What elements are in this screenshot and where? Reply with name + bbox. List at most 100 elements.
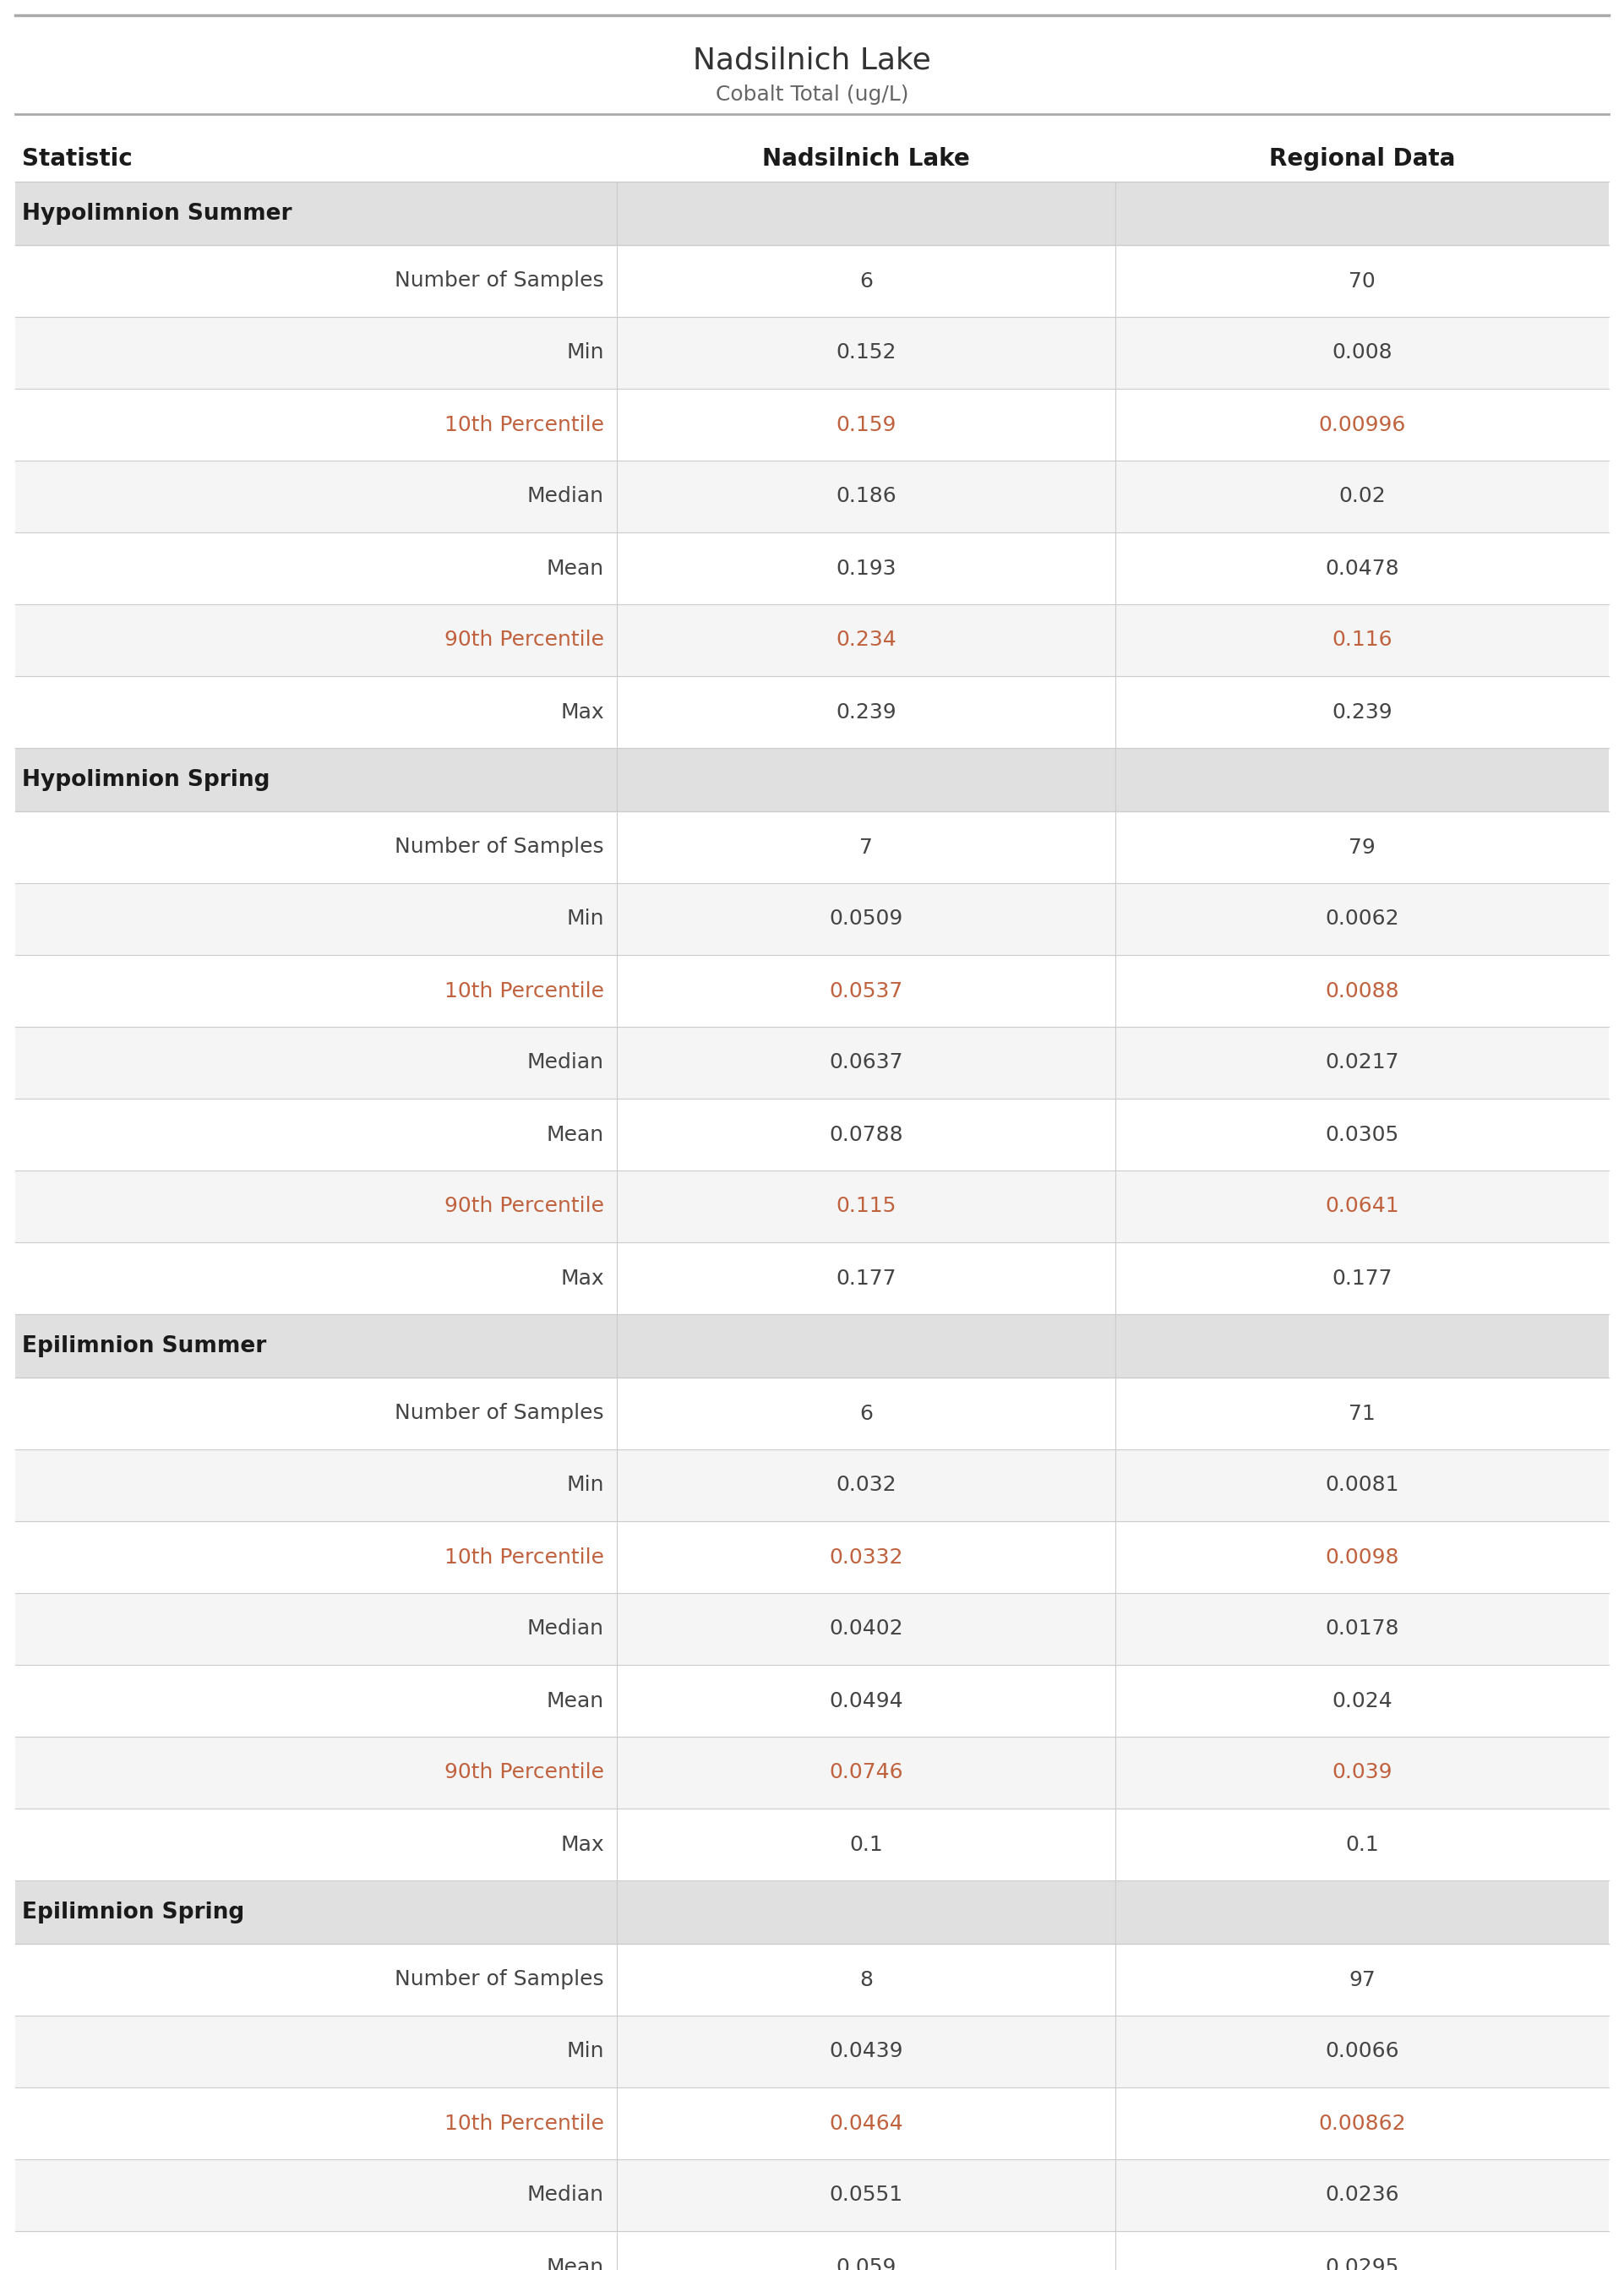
- Text: Mean: Mean: [547, 558, 604, 579]
- Bar: [15, 461, 1609, 533]
- Text: 0.177: 0.177: [1332, 1269, 1392, 1289]
- Text: 0.032: 0.032: [836, 1476, 896, 1496]
- Text: 0.239: 0.239: [1332, 701, 1392, 722]
- Bar: [15, 2088, 1609, 2159]
- Text: Epilimnion Summer: Epilimnion Summer: [23, 1335, 266, 1357]
- Bar: [15, 1378, 1609, 1448]
- Bar: [15, 533, 1609, 604]
- Text: 0.234: 0.234: [836, 631, 896, 649]
- Text: 0.0236: 0.0236: [1325, 2186, 1400, 2206]
- Text: 6: 6: [859, 270, 872, 291]
- Text: 0.0062: 0.0062: [1325, 908, 1400, 928]
- Text: 10th Percentile: 10th Percentile: [445, 981, 604, 1001]
- Text: Median: Median: [528, 1619, 604, 1639]
- Text: Min: Min: [567, 1476, 604, 1496]
- Text: 0.0066: 0.0066: [1325, 2041, 1400, 2061]
- Text: 0.0746: 0.0746: [830, 1762, 903, 1782]
- Bar: [15, 136, 1609, 182]
- Text: 90th Percentile: 90th Percentile: [445, 1762, 604, 1782]
- Text: Number of Samples: Number of Samples: [395, 1970, 604, 1991]
- Text: 0.0478: 0.0478: [1325, 558, 1400, 579]
- Bar: [15, 1099, 1609, 1171]
- Text: Mean: Mean: [547, 1124, 604, 1144]
- Bar: [15, 1242, 1609, 1314]
- Text: 0.0081: 0.0081: [1325, 1476, 1398, 1496]
- Bar: [15, 1943, 1609, 2016]
- Bar: [15, 1664, 1609, 1737]
- Text: 0.186: 0.186: [836, 486, 896, 506]
- Bar: [15, 1809, 1609, 1880]
- Text: 10th Percentile: 10th Percentile: [445, 1546, 604, 1566]
- Text: 90th Percentile: 90th Percentile: [445, 631, 604, 649]
- Text: 0.0098: 0.0098: [1325, 1546, 1398, 1566]
- Text: 79: 79: [1348, 838, 1376, 858]
- Text: 71: 71: [1348, 1403, 1376, 1423]
- Text: Nadsilnich Lake: Nadsilnich Lake: [693, 45, 931, 75]
- Text: 0.177: 0.177: [836, 1269, 896, 1289]
- Text: 0.0509: 0.0509: [830, 908, 903, 928]
- Bar: [15, 1594, 1609, 1664]
- Text: Nadsilnich Lake: Nadsilnich Lake: [762, 148, 970, 170]
- Bar: [15, 1521, 1609, 1594]
- Bar: [15, 956, 1609, 1026]
- Text: 0.152: 0.152: [836, 343, 896, 363]
- Bar: [15, 318, 1609, 388]
- Bar: [15, 1314, 1609, 1378]
- Text: Median: Median: [528, 1053, 604, 1074]
- Text: Number of Samples: Number of Samples: [395, 1403, 604, 1423]
- Text: Max: Max: [560, 701, 604, 722]
- Text: 0.0464: 0.0464: [828, 2113, 903, 2134]
- Text: Hypolimnion Spring: Hypolimnion Spring: [23, 770, 270, 790]
- Text: 0.159: 0.159: [836, 415, 896, 436]
- Text: 0.115: 0.115: [836, 1196, 896, 1217]
- Text: 0.0402: 0.0402: [830, 1619, 903, 1639]
- Text: 10th Percentile: 10th Percentile: [445, 2113, 604, 2134]
- Text: 0.0788: 0.0788: [830, 1124, 903, 1144]
- Text: 0.008: 0.008: [1332, 343, 1392, 363]
- Text: 6: 6: [859, 1403, 872, 1423]
- Bar: [15, 2231, 1609, 2270]
- Text: 0.0305: 0.0305: [1325, 1124, 1398, 1144]
- Text: 0.00996: 0.00996: [1319, 415, 1406, 436]
- Text: Min: Min: [567, 908, 604, 928]
- Text: 0.00862: 0.00862: [1319, 2113, 1406, 2134]
- Text: 97: 97: [1348, 1970, 1376, 1991]
- Text: Hypolimnion Summer: Hypolimnion Summer: [23, 202, 292, 225]
- Text: Statistic: Statistic: [23, 148, 133, 170]
- Bar: [15, 1737, 1609, 1809]
- Text: 70: 70: [1348, 270, 1376, 291]
- Text: Regional Data: Regional Data: [1268, 148, 1455, 170]
- Bar: [15, 245, 1609, 318]
- Text: Min: Min: [567, 2041, 604, 2061]
- Bar: [15, 2016, 1609, 2088]
- Text: Number of Samples: Number of Samples: [395, 838, 604, 858]
- Text: 0.0295: 0.0295: [1325, 2256, 1398, 2270]
- Text: 0.0637: 0.0637: [830, 1053, 903, 1074]
- Bar: [15, 1026, 1609, 1099]
- Text: 90th Percentile: 90th Percentile: [445, 1196, 604, 1217]
- Text: 0.024: 0.024: [1332, 1691, 1392, 1712]
- Text: 0.0088: 0.0088: [1325, 981, 1400, 1001]
- Text: 0.0178: 0.0178: [1325, 1619, 1398, 1639]
- Text: 7: 7: [859, 838, 872, 858]
- Bar: [15, 1448, 1609, 1521]
- Text: 10th Percentile: 10th Percentile: [445, 415, 604, 436]
- Text: Mean: Mean: [547, 1691, 604, 1712]
- Text: 0.0494: 0.0494: [830, 1691, 903, 1712]
- Text: 0.039: 0.039: [1332, 1762, 1392, 1782]
- Text: 0.0537: 0.0537: [830, 981, 903, 1001]
- Text: Epilimnion Spring: Epilimnion Spring: [23, 1900, 244, 1923]
- Text: Max: Max: [560, 1834, 604, 1855]
- Bar: [15, 1171, 1609, 1242]
- Text: 0.193: 0.193: [836, 558, 896, 579]
- Text: 0.0217: 0.0217: [1325, 1053, 1398, 1074]
- Text: 0.02: 0.02: [1338, 486, 1385, 506]
- Text: 0.239: 0.239: [836, 701, 896, 722]
- Text: 0.116: 0.116: [1332, 631, 1392, 649]
- Bar: [15, 1880, 1609, 1943]
- Text: 0.0551: 0.0551: [830, 2186, 903, 2206]
- Text: Mean: Mean: [547, 2256, 604, 2270]
- Bar: [15, 2159, 1609, 2231]
- Text: 0.0641: 0.0641: [1325, 1196, 1400, 1217]
- Text: Number of Samples: Number of Samples: [395, 270, 604, 291]
